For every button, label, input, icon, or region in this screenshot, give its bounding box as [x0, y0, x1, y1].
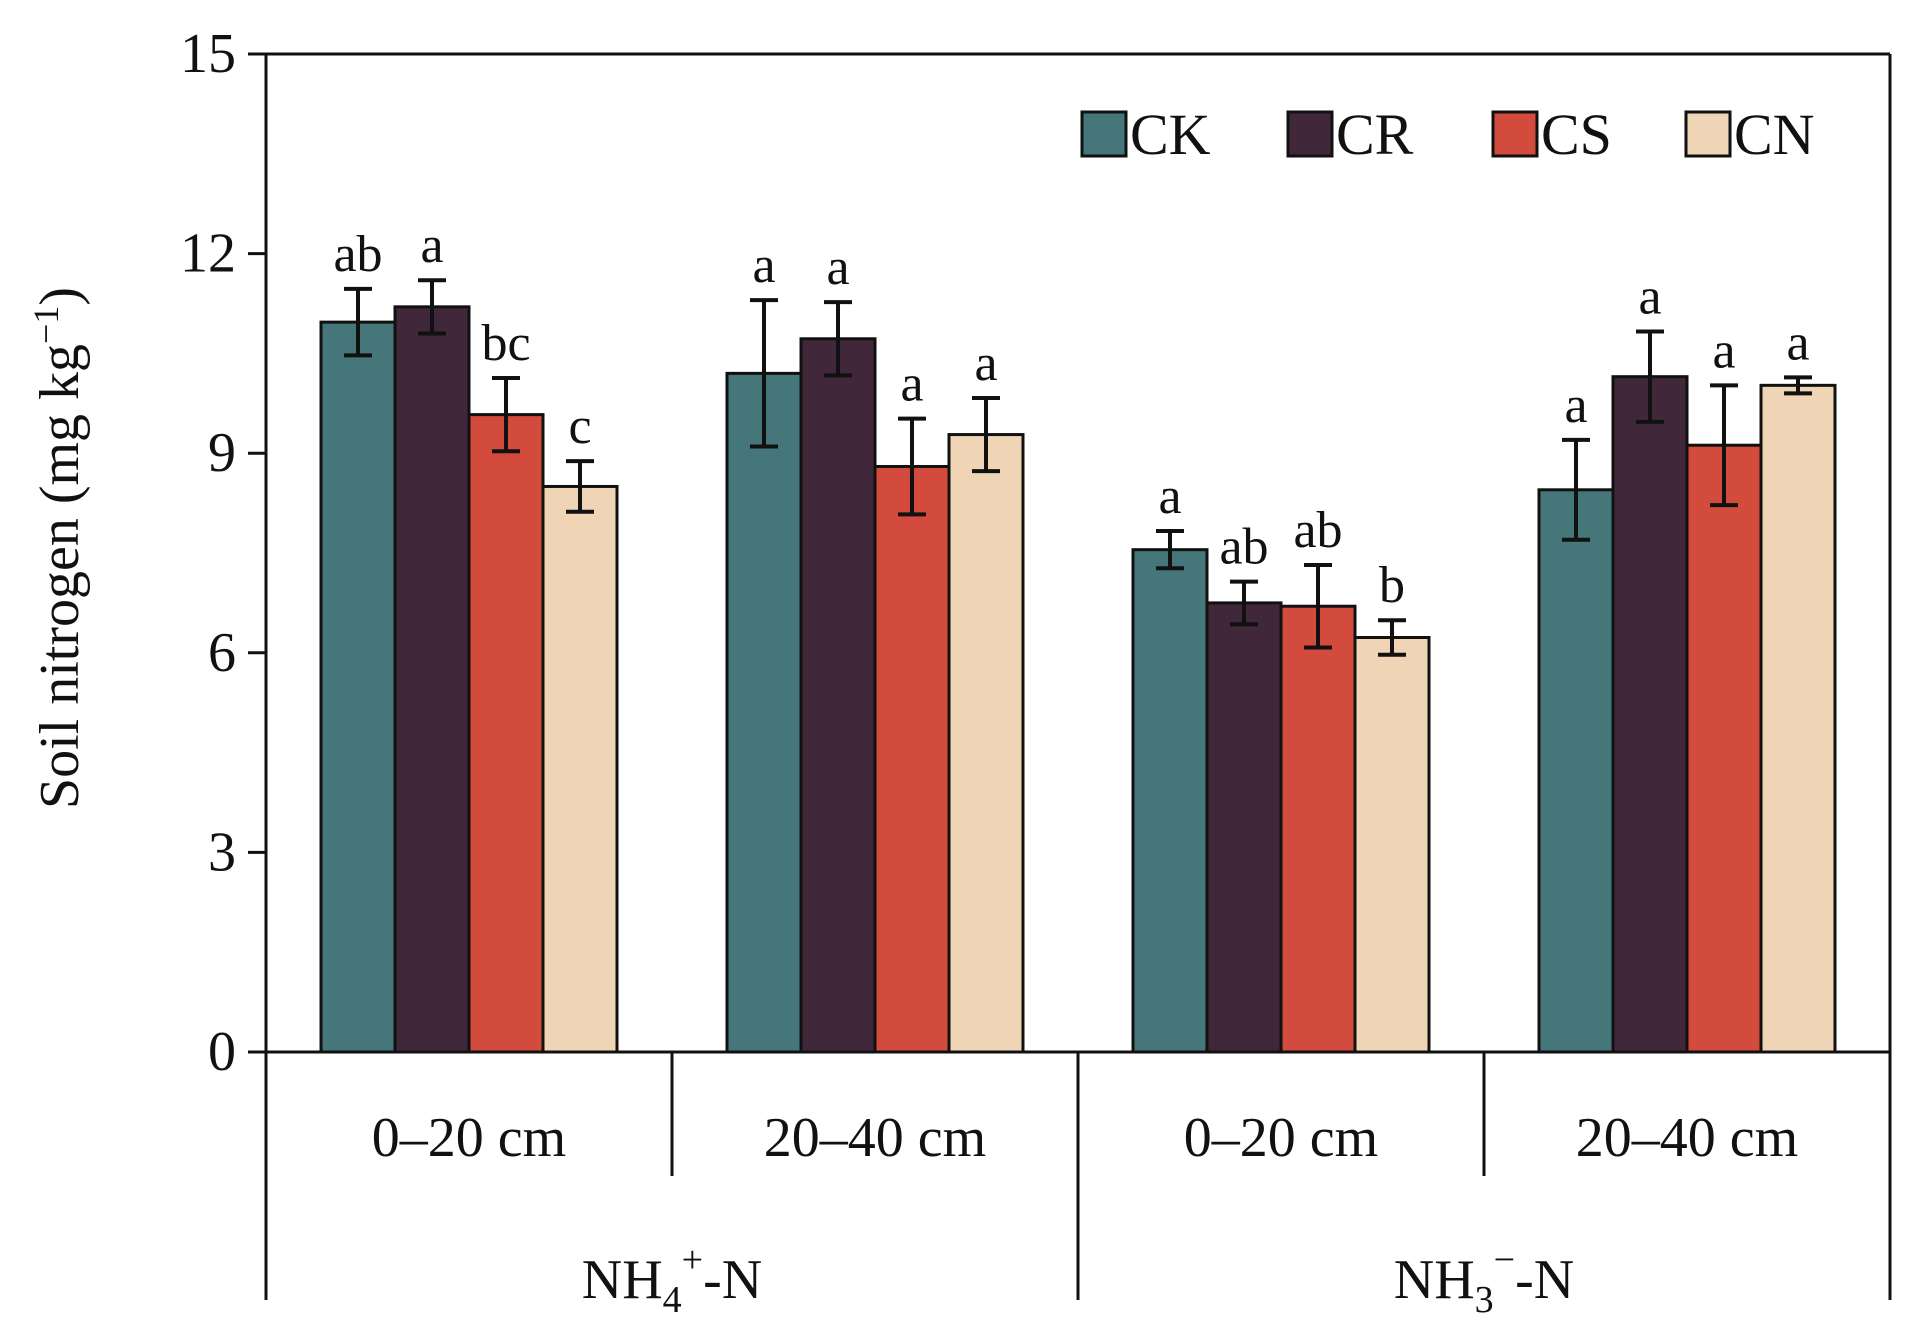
group-label-base: NH: [1394, 1249, 1475, 1311]
x-category-label: 20–40 cm: [1576, 1107, 1798, 1169]
significance-letter: a: [1564, 377, 1587, 434]
bar-ck: [725, 371, 803, 1054]
significance-letter: a: [752, 237, 775, 294]
legend-label-cn: CN: [1734, 102, 1815, 167]
group-label-superscript: −: [1494, 1239, 1515, 1281]
group-label-superscript: +: [682, 1239, 703, 1281]
legend: CK CR CS CN: [1080, 102, 1815, 167]
significance-letter: c: [568, 398, 591, 455]
plot-frame: [264, 52, 1892, 1052]
significance-letter: bc: [481, 315, 530, 372]
significance-letter: a: [420, 217, 443, 274]
significance-letter: a: [900, 356, 923, 413]
significance-letter: a: [1638, 268, 1661, 325]
group-label-suffix: -N: [1515, 1249, 1574, 1311]
y-axis-title-main: Soil nitrogen (mg kg: [29, 344, 91, 809]
significance-letter: a: [826, 239, 849, 296]
bar-ck: [1537, 488, 1615, 1054]
legend-label-cs: CS: [1541, 102, 1612, 167]
bar-cr: [393, 305, 471, 1054]
significance-letter: a: [1158, 468, 1181, 525]
x-category-label: 0–20 cm: [1184, 1107, 1378, 1169]
legend-swatch-cn: [1684, 110, 1732, 158]
bar-cs: [1685, 443, 1763, 1054]
group-label-subscript: 4: [663, 1279, 682, 1321]
group-label-suffix: -N: [703, 1249, 762, 1311]
bar-cs: [873, 465, 951, 1054]
legend-swatch-cs: [1491, 110, 1539, 158]
legend-swatch-ck: [1080, 110, 1128, 158]
y-tick-label: 15: [180, 23, 236, 85]
bar-cr: [799, 337, 877, 1054]
y-axis: 0 3 6 9 12 15: [180, 23, 266, 1083]
y-tick-label: 0: [208, 1021, 236, 1083]
bar-cn: [1759, 383, 1837, 1054]
significance-letter: b: [1379, 557, 1405, 614]
y-tick-label: 3: [208, 821, 236, 883]
bar-ck: [319, 320, 397, 1054]
y-tick-label: 9: [208, 422, 236, 484]
y-axis-title: Soil nitrogen (mg kg−1): [26, 287, 91, 809]
bar-cn: [541, 484, 619, 1054]
bar-cs: [467, 413, 545, 1054]
significance-letter: ab: [1219, 519, 1268, 576]
x-group-label: NH4+-N: [582, 1239, 762, 1321]
group-label-base: NH: [582, 1249, 663, 1311]
legend-swatch-cr: [1286, 110, 1334, 158]
x-group-label: NH3−-N: [1394, 1239, 1574, 1321]
bar-cn: [947, 433, 1025, 1054]
bar-cr: [1205, 601, 1283, 1054]
legend-label-cr: CR: [1336, 102, 1414, 167]
y-axis-title-close: ): [29, 287, 91, 306]
bar-cr: [1611, 375, 1689, 1054]
significance-letter: ab: [1293, 502, 1342, 559]
y-tick-label: 12: [180, 223, 236, 285]
legend-label-ck: CK: [1130, 102, 1211, 167]
bar-cs: [1279, 604, 1357, 1054]
significance-letter: a: [1786, 314, 1809, 371]
bar-cn: [1353, 635, 1431, 1054]
significance-letter: a: [974, 335, 997, 392]
significance-letter: a: [1712, 322, 1735, 379]
group-label-subscript: 3: [1475, 1279, 1494, 1321]
bar-ck: [1131, 548, 1209, 1054]
x-category-label: 20–40 cm: [764, 1107, 986, 1169]
y-axis-title-superscript: −1: [26, 306, 66, 344]
x-category-label: 0–20 cm: [372, 1107, 566, 1169]
y-tick-label: 6: [208, 622, 236, 684]
significance-letter: ab: [333, 226, 382, 283]
